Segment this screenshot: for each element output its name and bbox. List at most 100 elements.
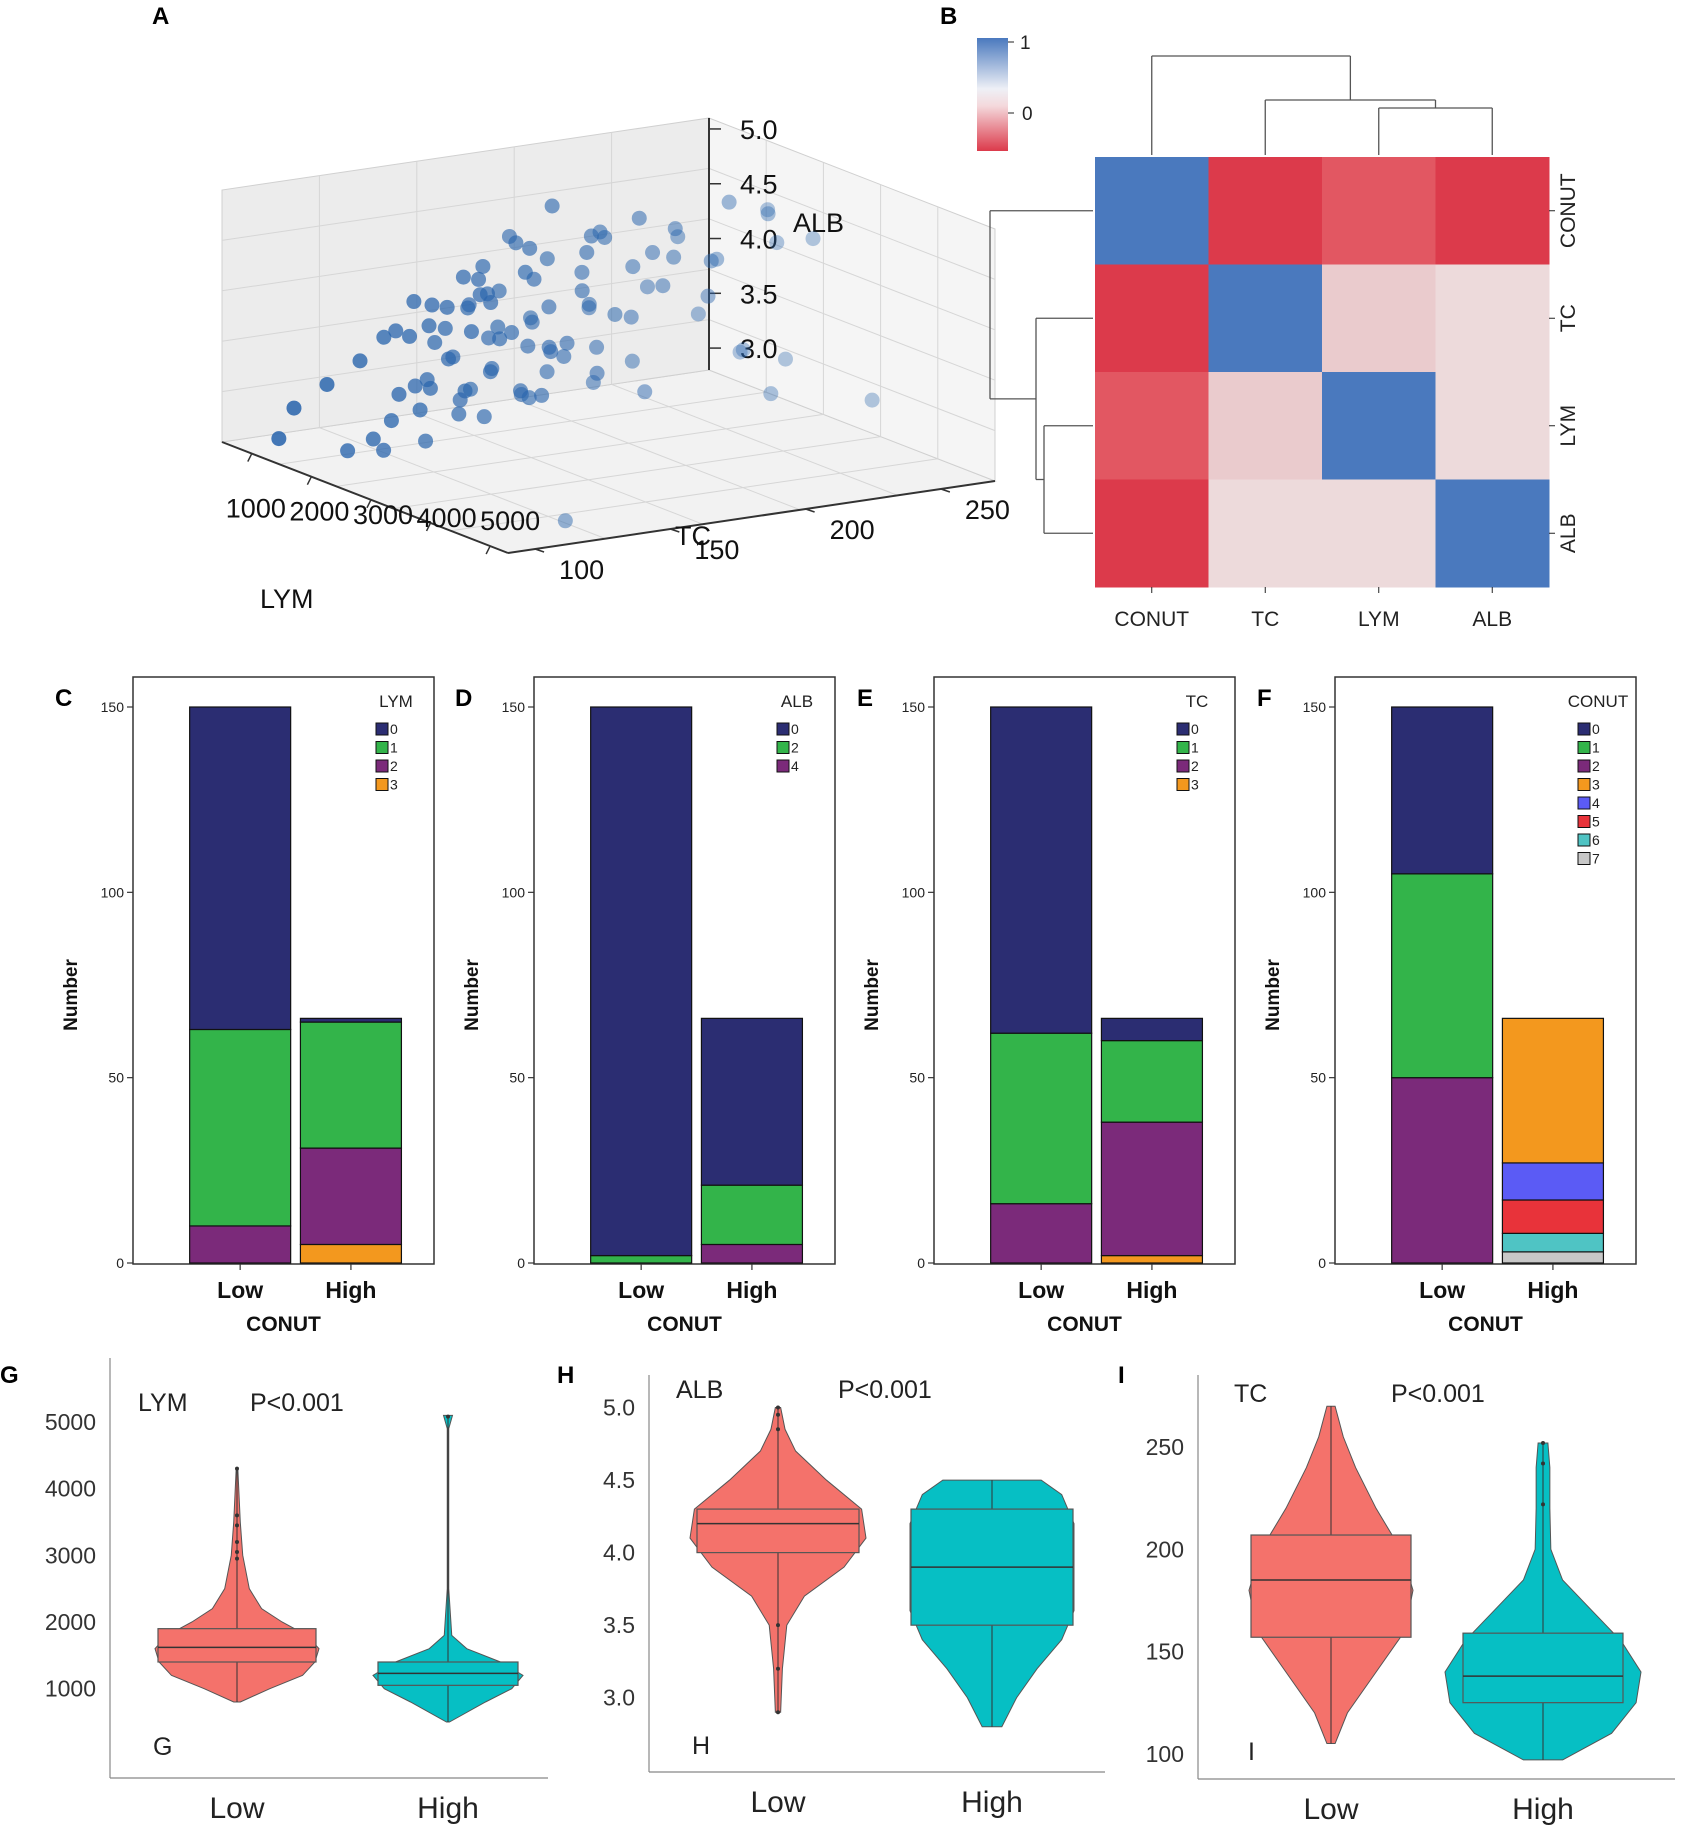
y-tick-label: 0 xyxy=(517,1255,525,1271)
y-tick-label: 4.5 xyxy=(603,1467,635,1493)
x-axis-label: CONUT xyxy=(246,1313,321,1336)
x-tick-label: 5000 xyxy=(480,506,540,536)
scatter-point xyxy=(421,318,437,334)
box xyxy=(1250,1534,1412,1638)
heatmap-cell xyxy=(1435,264,1550,373)
scatter-point xyxy=(407,378,423,394)
outlier-point xyxy=(1541,1461,1545,1466)
heatmap-cell xyxy=(1435,157,1550,265)
z-tick-label: 5.0 xyxy=(740,115,778,145)
scatter-point xyxy=(402,328,418,344)
grid-line xyxy=(708,167,996,280)
panel-letter-g: G xyxy=(0,1362,19,1389)
colorbar-label: 1 xyxy=(1020,33,1031,54)
y-tick-label: 150 xyxy=(694,535,739,565)
bar-segment xyxy=(1391,873,1494,1079)
scatter-point xyxy=(557,513,573,529)
y-tick xyxy=(940,488,951,493)
legend-swatch xyxy=(1577,722,1591,736)
scatter-point xyxy=(340,443,356,459)
outlier-point xyxy=(776,1623,780,1628)
scatter-point xyxy=(422,380,438,396)
legend-swatch xyxy=(1577,815,1591,828)
x-tick-label: High xyxy=(325,1277,376,1303)
heatmap-row-label: TC xyxy=(1557,304,1580,332)
heatmap-cell xyxy=(1322,372,1436,480)
scatter-point xyxy=(383,413,399,429)
panel-b-heatmap: CONUT TC LYM ALB CONUT TC LYM ALB 1 0 xyxy=(977,33,1580,631)
z-tick-label: 3.5 xyxy=(740,279,778,309)
y-tick-label: 1000 xyxy=(45,1676,96,1702)
scatter-point xyxy=(391,386,407,402)
y-axis-label: Number xyxy=(862,959,883,1031)
x-axis-label: CONUT xyxy=(1448,1313,1523,1336)
scatter-point xyxy=(463,324,479,340)
panel-letter-e: E xyxy=(857,685,873,712)
outlier-point xyxy=(776,1405,780,1410)
x-tick-label: 1000 xyxy=(226,494,286,524)
legend-swatch xyxy=(375,722,389,736)
z-axis-label: ALB xyxy=(793,208,844,238)
scatter-point xyxy=(455,269,471,285)
y-tick-label: 100 xyxy=(101,884,125,900)
scatter-point xyxy=(424,297,440,313)
scatter-point xyxy=(271,431,287,447)
bar-segment xyxy=(299,1243,403,1264)
heatmap-cell xyxy=(1095,157,1209,265)
bar-segment xyxy=(1391,706,1494,875)
y-tick-label: 5.0 xyxy=(603,1395,635,1421)
scatter-point xyxy=(579,244,595,260)
y-tick-label: 3.0 xyxy=(603,1685,635,1711)
scatter-point xyxy=(523,310,539,326)
scatter-point xyxy=(623,309,639,325)
scatter-point xyxy=(501,228,517,244)
scatter-point xyxy=(539,364,555,380)
y-tick-label: 200 xyxy=(830,515,875,545)
y-tick-label: 150 xyxy=(101,699,125,715)
scatter-point xyxy=(763,386,779,402)
plot-frame xyxy=(1334,676,1637,1265)
scatter-point xyxy=(475,258,491,274)
scatter-point xyxy=(760,202,776,218)
legend-swatch xyxy=(375,778,389,791)
legend-title: ALB xyxy=(781,692,813,711)
grid-line xyxy=(416,412,703,525)
heatmap-row-label: ALB xyxy=(1557,513,1580,553)
legend-label: 0 xyxy=(1191,721,1199,737)
scatter-point xyxy=(639,279,655,295)
x-tick-label: High xyxy=(961,1786,1023,1819)
panel-h-violin: 3.0 3.5 4.0 4.5 5.0 Low High ALB P<0.001 H xyxy=(603,1375,1105,1819)
y-tick-label: 250 xyxy=(1146,1434,1184,1460)
y-tick-label: 150 xyxy=(1303,699,1327,715)
scatter-point xyxy=(655,278,671,294)
legend-swatch xyxy=(776,722,790,736)
bar-segment xyxy=(700,1243,804,1264)
x-tick xyxy=(366,499,372,509)
grid-line xyxy=(514,398,801,511)
legend-swatch xyxy=(1176,778,1190,791)
scatter-point xyxy=(666,249,682,265)
box xyxy=(1462,1632,1624,1704)
scatter-point xyxy=(406,294,422,310)
grid-line xyxy=(279,391,767,465)
y-tick-label: 4000 xyxy=(45,1476,96,1502)
z-tick-label: 4.5 xyxy=(740,170,778,200)
p-value: P<0.001 xyxy=(250,1389,344,1417)
scatter-point xyxy=(690,306,706,322)
x-tick-label: High xyxy=(1126,1277,1177,1303)
scatter-point xyxy=(583,228,599,244)
scatter-point xyxy=(418,433,434,449)
grid-line xyxy=(319,427,606,540)
legend-label: 2 xyxy=(791,740,799,756)
scatter-point xyxy=(437,320,453,336)
legend-label: 2 xyxy=(1592,758,1600,774)
legend-label: 4 xyxy=(1592,795,1600,811)
heatmap-cell xyxy=(1208,157,1323,265)
scatter-point xyxy=(703,253,719,269)
x-tick-label: High xyxy=(726,1277,777,1303)
z-tick-label: 3.0 xyxy=(740,334,778,364)
legend-label: 2 xyxy=(390,758,398,774)
outlier-point xyxy=(235,1523,239,1528)
